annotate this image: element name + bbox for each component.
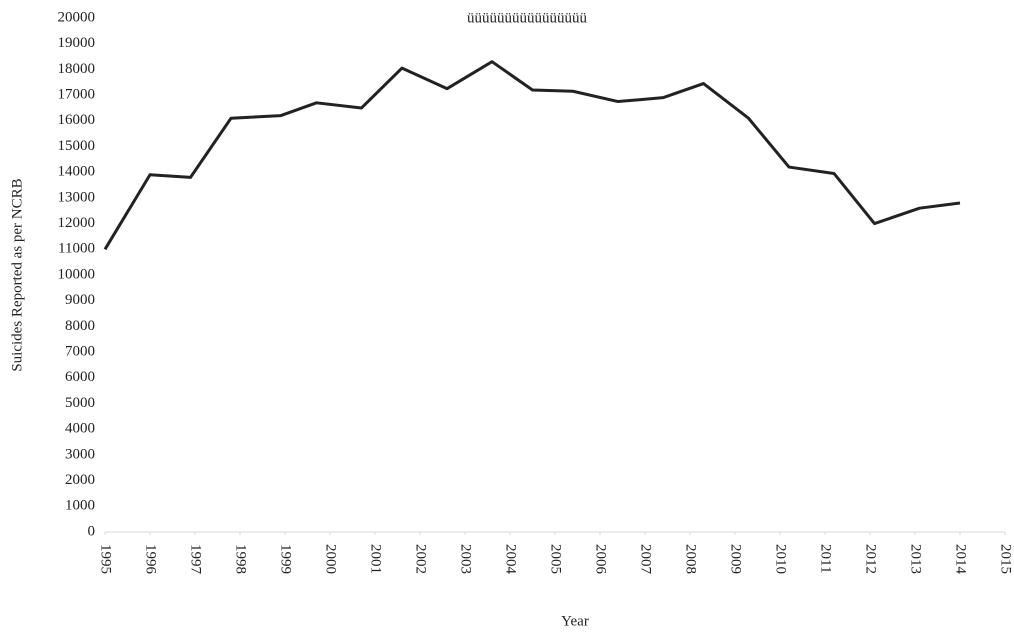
x-tick-label: 2003 [458,544,474,574]
y-tick-label: 17000 [58,87,96,103]
x-tick-label: 2009 [728,544,744,574]
y-tick-label: 4000 [65,421,95,437]
y-tick-label: 9000 [65,292,95,308]
x-tick-label: 2004 [503,544,519,575]
x-tick-label: 2010 [773,544,789,574]
y-tick-label: 2000 [65,472,95,488]
x-tick-label: 2014 [953,544,969,575]
y-tick-label: 6000 [65,369,95,385]
x-tick-label: 1998 [233,544,249,574]
y-tick-label: 10000 [58,266,96,282]
y-tick-label: 8000 [65,318,95,334]
x-tick-label: 2005 [548,544,564,574]
x-tick-label: 1996 [143,544,159,575]
x-tick-label: 2006 [593,544,609,575]
y-tick-label: 14000 [58,164,96,180]
x-tick-label: 2002 [413,544,429,574]
x-tick-label: 2012 [863,544,879,574]
y-tick-label: 11000 [58,241,95,257]
y-tick-label: 15000 [58,138,96,154]
y-tick-label: 0 [88,523,96,539]
x-axis-label: Year [561,613,589,629]
chart-title: üüüüüüüüüüüüüüüü [467,10,588,26]
y-axis-label: Suicides Reported as per NCRB [9,178,25,371]
y-tick-label: 20000 [58,9,96,25]
x-tick-label: 1999 [278,544,294,574]
x-tick-label: 2001 [368,544,384,574]
y-tick-label: 18000 [58,61,96,77]
y-tick-label: 1000 [65,498,95,514]
x-tick-label: 2000 [323,544,339,574]
x-tick-label: 2008 [683,544,699,574]
x-tick-label: 1997 [188,544,204,575]
x-tick-label: 2007 [638,544,654,575]
y-tick-label: 13000 [58,189,96,205]
y-tick-label: 5000 [65,395,95,411]
y-tick-label: 16000 [58,112,96,128]
y-tick-label: 19000 [58,35,96,51]
y-tick-label: 12000 [58,215,96,231]
x-tick-label: 2011 [818,544,834,573]
y-tick-label: 7000 [65,344,95,360]
x-tick-label: 1995 [98,544,114,574]
x-tick-label: 2015 [998,544,1014,574]
x-tick-label: 2013 [908,544,924,574]
y-tick-label: 3000 [65,446,95,462]
line-series [103,60,961,251]
